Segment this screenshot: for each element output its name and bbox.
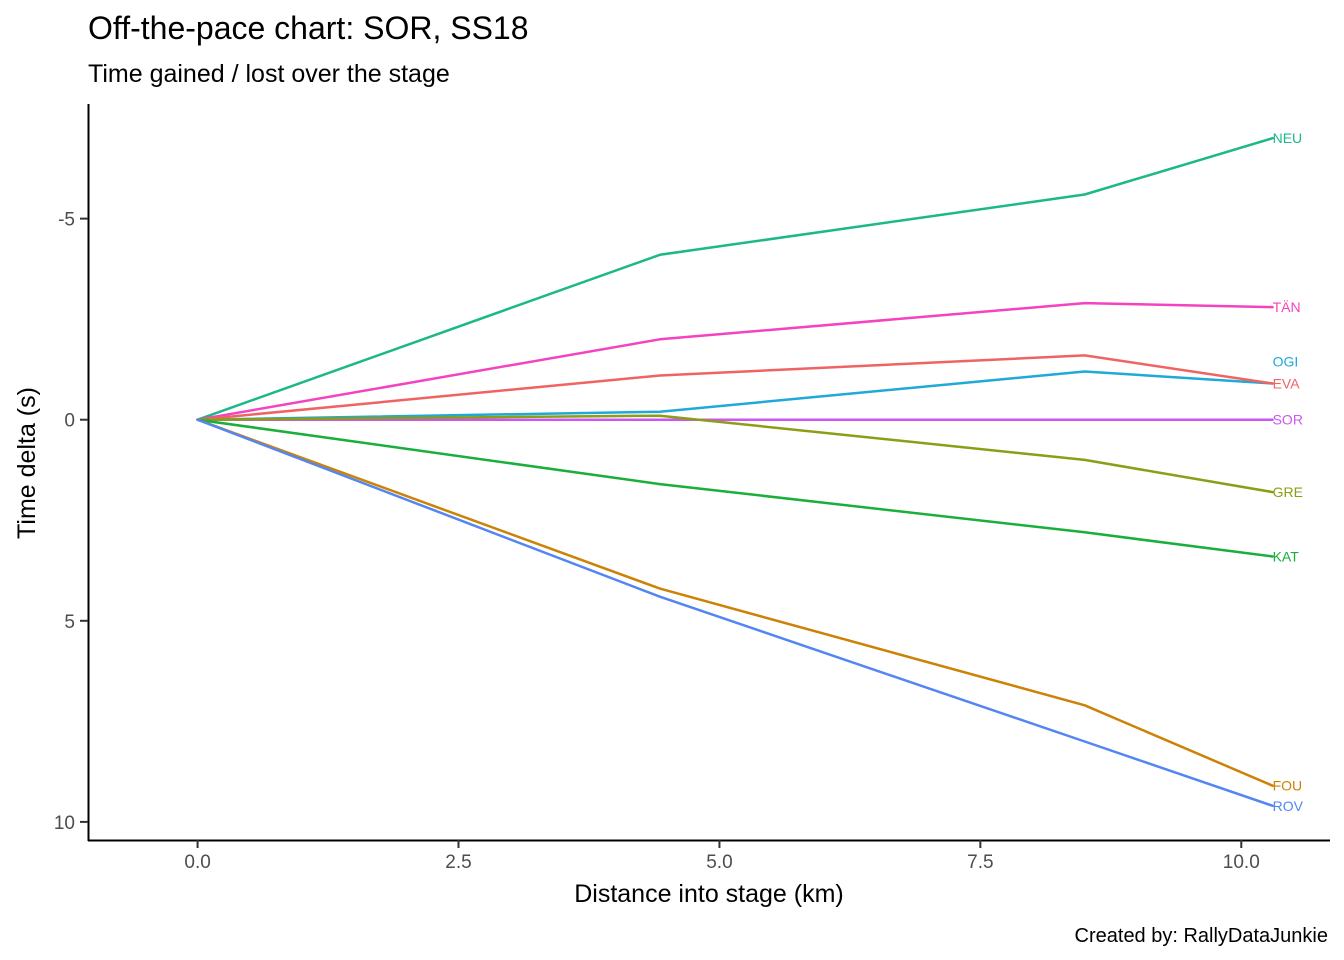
series-label: GRE (1273, 484, 1303, 500)
series-labels: NEU TÄN OGI EVA SOR GRE KAT FOU ROV (1273, 130, 1304, 814)
series-label: SOR (1273, 412, 1303, 428)
series-line-eva (196, 354, 1274, 421)
y-tick-label: 10 (54, 813, 75, 834)
y-axis-title: Time delta (s) (13, 387, 41, 539)
series-label: OGI (1273, 353, 1299, 369)
series-lines (196, 136, 1274, 808)
x-tick-label: 7.5 (967, 852, 993, 873)
series-label: EVA (1273, 376, 1301, 392)
chart-title: Off-the-pace chart: SOR, SS18 (88, 10, 529, 46)
x-axis-title: Distance into stage (km) (574, 880, 844, 908)
y-tick-label: -5 (58, 210, 75, 231)
series-line-neu (196, 136, 1274, 421)
x-tick-label: 2.5 (445, 852, 471, 873)
series-label: KAT (1273, 548, 1300, 564)
axes: 0.0 2.5 5.0 7.5 10.0 -5 0 5 10 (54, 104, 1330, 873)
plot-area: NEU TÄN OGI EVA SOR GRE KAT FOU ROV (196, 130, 1304, 814)
y-axis-ticks: -5 0 5 10 (54, 210, 88, 834)
chart-subtitle: Time gained / lost over the stage (88, 60, 450, 88)
series-line-tän (196, 301, 1274, 421)
series-label: TÄN (1273, 299, 1301, 315)
series-line-rov (196, 418, 1274, 808)
series-line-fou (196, 418, 1274, 787)
x-tick-label: 0.0 (184, 852, 210, 873)
series-line-kat (196, 418, 1274, 558)
x-axis-ticks: 0.0 2.5 5.0 7.5 10.0 (184, 840, 1260, 873)
series-label: NEU (1273, 130, 1303, 146)
x-tick-label: 10.0 (1223, 852, 1260, 873)
series-label: FOU (1273, 778, 1303, 794)
series-label: ROV (1273, 798, 1304, 814)
series-line-gre (196, 414, 1274, 494)
x-tick-label: 5.0 (706, 852, 732, 873)
y-tick-label: 0 (64, 411, 75, 432)
series-line-ogi (196, 370, 1274, 421)
chart-caption: Created by: RallyDataJunkie (1075, 925, 1328, 947)
y-tick-label: 5 (64, 612, 75, 633)
